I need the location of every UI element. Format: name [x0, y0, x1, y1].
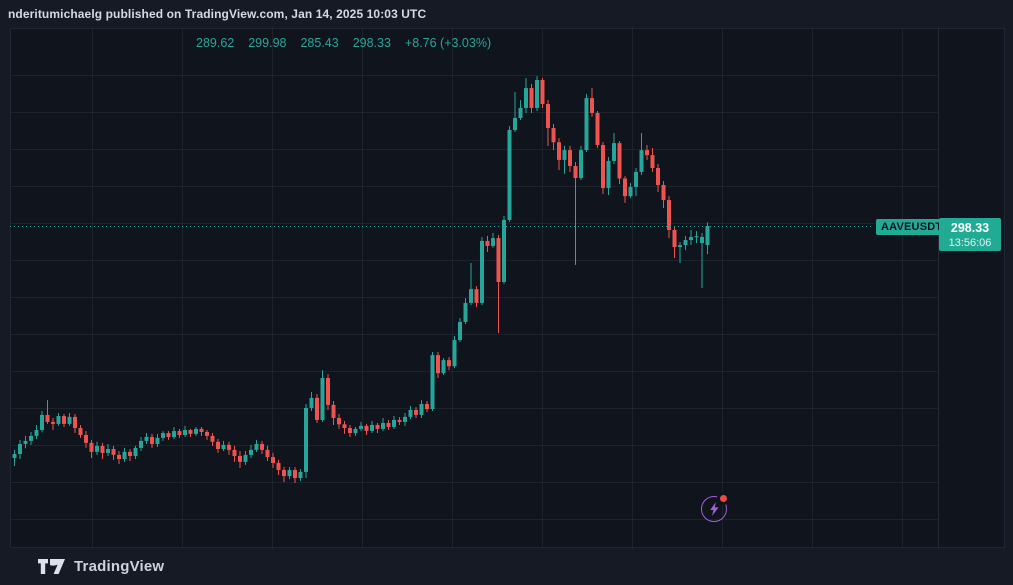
legend-change-value: +8.76 (+3.03%): [404, 36, 492, 50]
attribution-text: nderitumichaelg published on TradingView…: [8, 7, 427, 21]
symbol-price-line-badge: AAVEUSDT: [876, 219, 948, 235]
bar-countdown-timer: 13:56:06: [948, 236, 992, 249]
flash-reaction-button[interactable]: [701, 495, 727, 522]
grid-lines: [10, 28, 938, 548]
tradingview-brand-text: TradingView: [74, 558, 165, 575]
footer-bar: TradingView: [0, 548, 1013, 585]
last-price-label: 298.33 13:56:06: [939, 218, 1001, 251]
legend-low-value: 285.43: [300, 36, 339, 50]
legend-close-value: 298.33: [352, 36, 391, 50]
attribution-bar: nderitumichaelg published on TradingView…: [0, 0, 1013, 28]
price-axis-separator: [938, 28, 939, 548]
tradingview-logo-link[interactable]: TradingView: [38, 558, 164, 575]
candles-layer: [12, 76, 710, 484]
lightning-bolt-glyph: [709, 502, 719, 516]
chart-pane[interactable]: [10, 28, 1005, 548]
ohlc-legend: 289.62 299.98 285.43 298.33 +8.76 (+3.03…: [196, 36, 491, 50]
last-price-value: 298.33: [950, 220, 990, 235]
notification-dot: [720, 495, 727, 502]
legend-high-value: 299.98: [248, 36, 287, 50]
legend-open-value: 289.62: [196, 36, 235, 50]
lightning-bolt-icon: [702, 497, 726, 521]
tradingview-logo-icon: [38, 559, 65, 574]
